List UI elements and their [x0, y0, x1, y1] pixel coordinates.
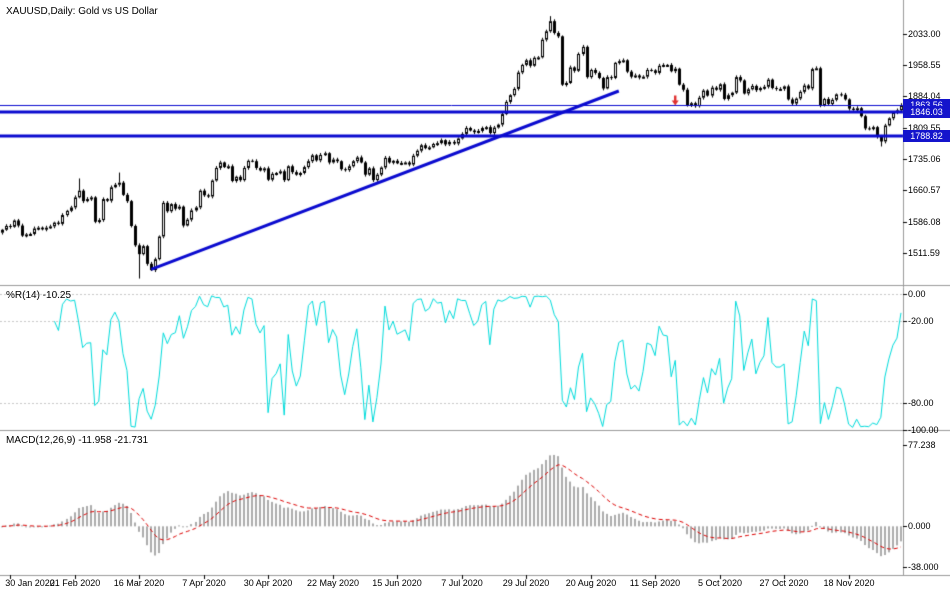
- chart-canvas[interactable]: [0, 0, 950, 600]
- trading-chart-window: XAUUSD,Daily: Gold vs US Dollar %R(14) -…: [0, 0, 950, 600]
